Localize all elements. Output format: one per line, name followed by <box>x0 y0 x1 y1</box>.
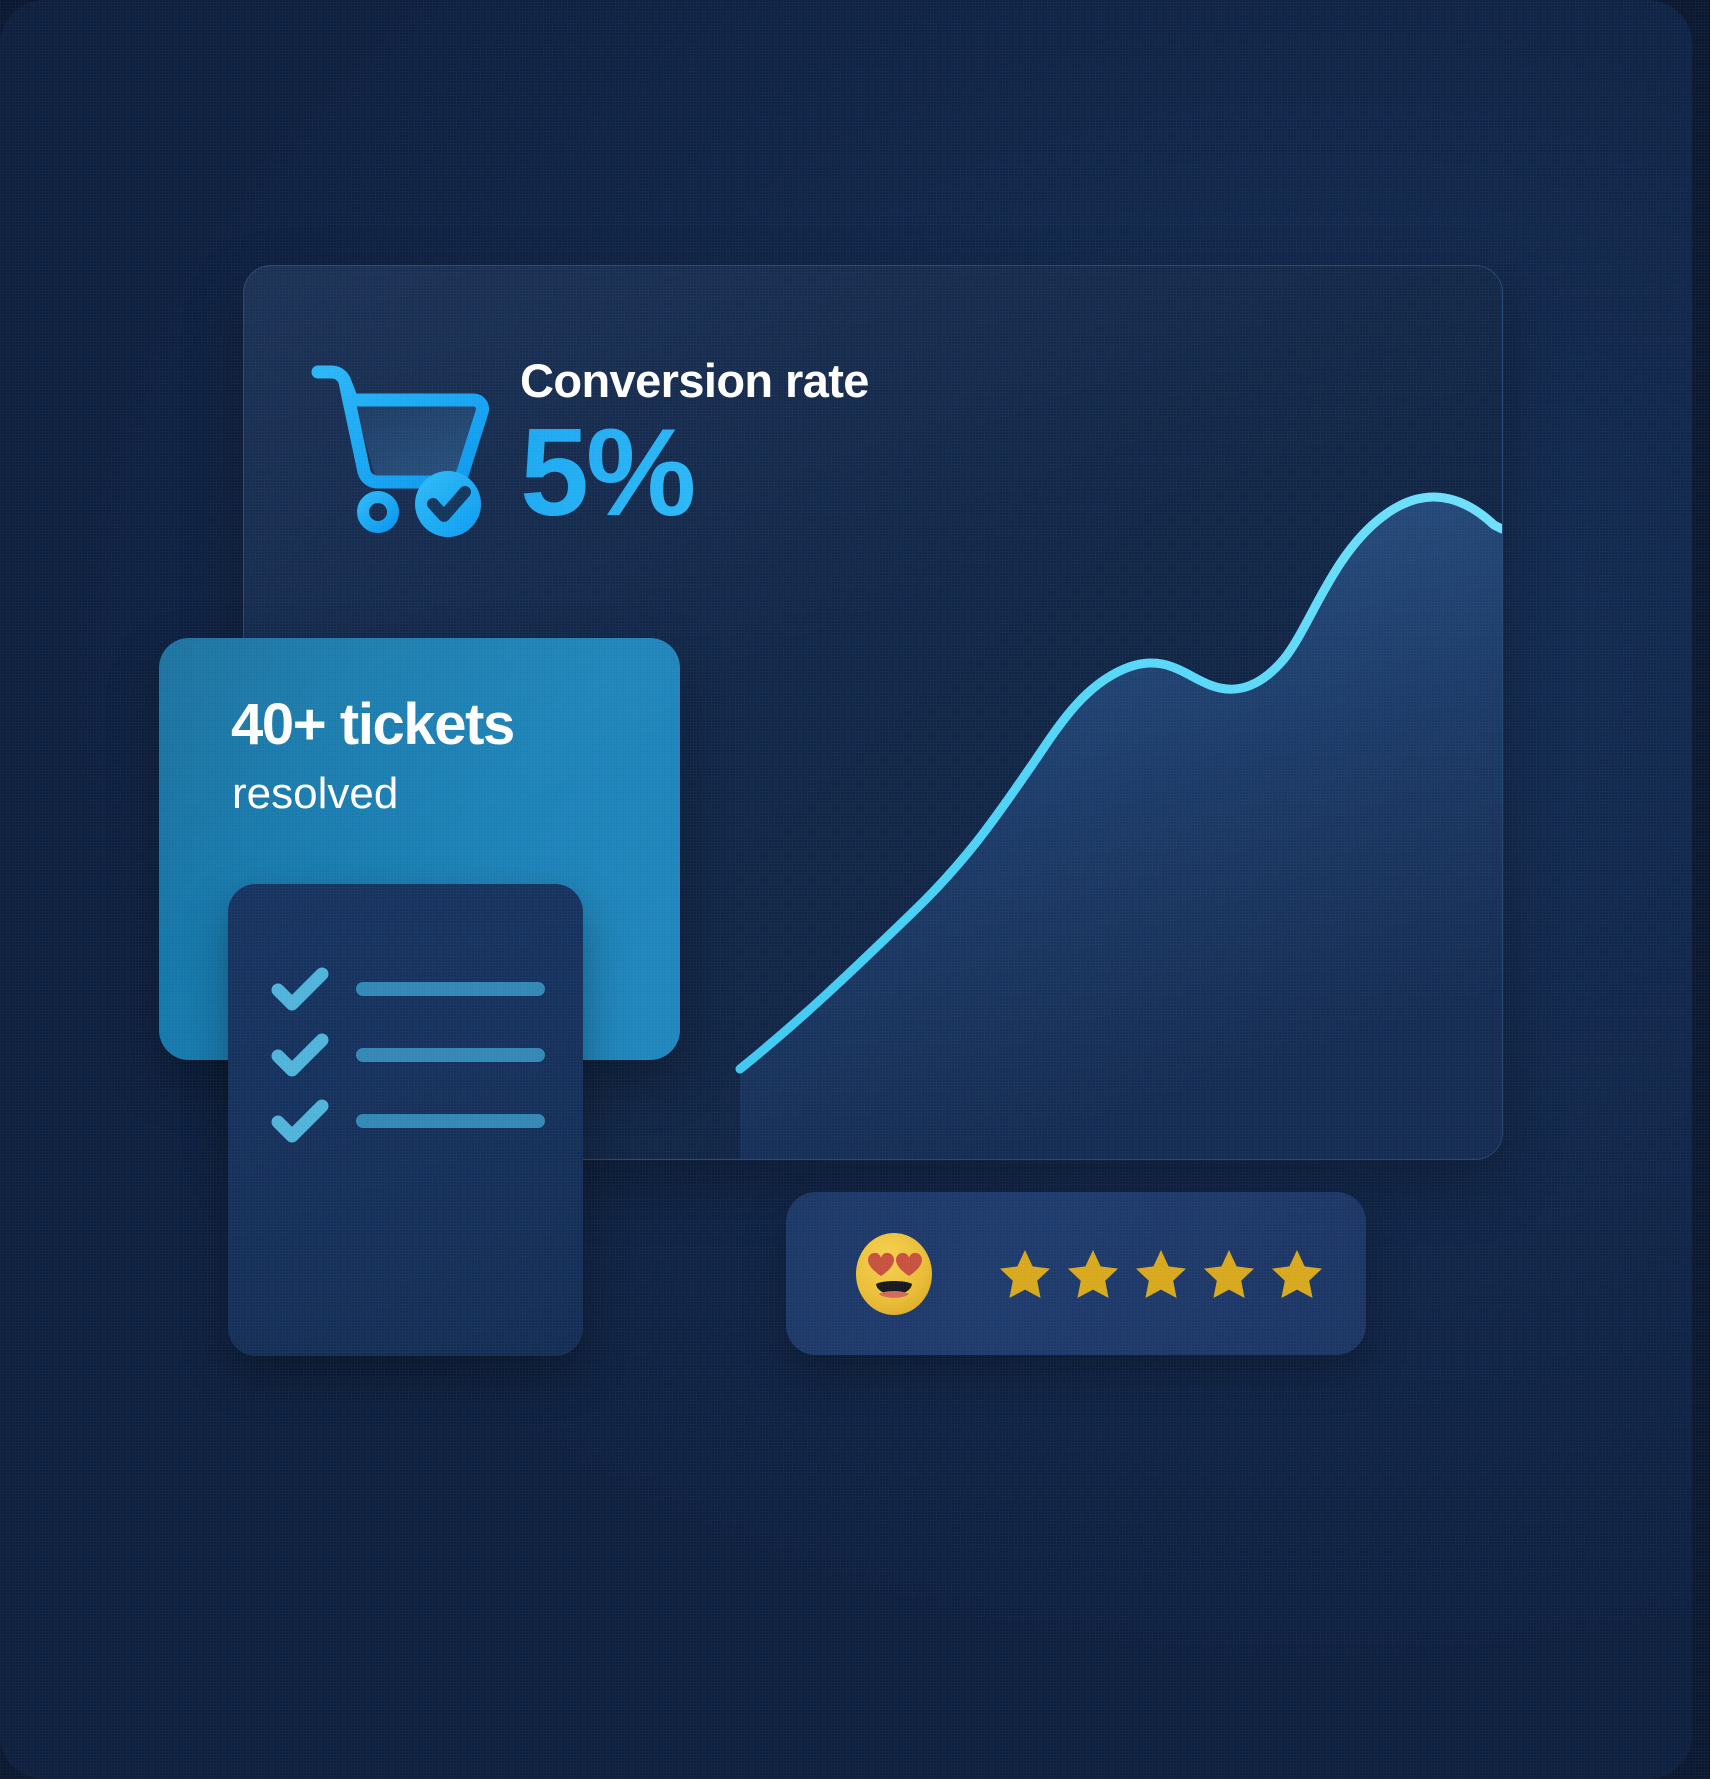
checklist-rows <box>270 956 545 1154</box>
check-icon <box>270 1032 330 1078</box>
smiling-face-with-heart-eyes-icon <box>848 1228 940 1320</box>
list-item[interactable] <box>270 1088 545 1154</box>
star-icon[interactable] <box>1064 1245 1122 1303</box>
checklist-bar <box>356 1048 545 1062</box>
shopping-cart-check-icon <box>306 352 496 542</box>
rating-pill[interactable] <box>786 1192 1366 1355</box>
star-icon[interactable] <box>1268 1245 1326 1303</box>
tickets-headline: 40+ tickets <box>231 692 515 757</box>
conversion-rate-value: 5% <box>520 411 869 535</box>
star-icon[interactable] <box>996 1245 1054 1303</box>
chart-line <box>735 492 1502 1074</box>
conversion-rate-block: Conversion rate 5% <box>306 344 869 542</box>
checklist-bar <box>356 982 545 996</box>
checklist-bar <box>356 1114 545 1128</box>
check-icon <box>270 966 330 1012</box>
conversion-rate-label: Conversion rate <box>520 354 869 407</box>
star-rating[interactable] <box>996 1245 1326 1303</box>
conversion-text-group: Conversion rate 5% <box>520 344 869 536</box>
star-icon[interactable] <box>1200 1245 1258 1303</box>
list-item[interactable] <box>270 1022 545 1088</box>
conversion-area-chart <box>735 492 1502 1159</box>
chart-area-fill <box>740 497 1502 1159</box>
checklist-card[interactable] <box>228 884 583 1356</box>
list-item[interactable] <box>270 956 545 1022</box>
check-icon <box>270 1098 330 1144</box>
tickets-subline: resolved <box>232 769 399 818</box>
star-icon[interactable] <box>1132 1245 1190 1303</box>
